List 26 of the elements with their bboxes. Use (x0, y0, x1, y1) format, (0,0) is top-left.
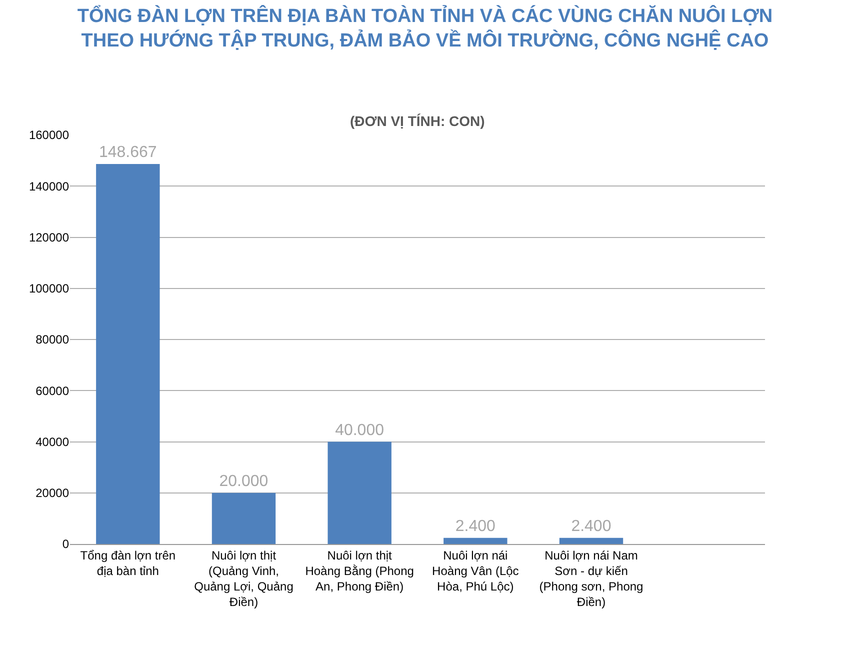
x-tick-label: Nuôi lợn nái Nam Sơn - dự kiến (Phong sơn, Phong Điền) (539, 548, 644, 610)
bar (559, 538, 624, 544)
chart-title: TỔNG ĐÀN LỢN TRÊN ĐỊA BÀN TOÀN TỈNH VÀ CÁC VÙNG CHĂN NUÔI LỢN THEO HƯỚNG TẬP TRUNG, ĐẢM BẢO VỀ MÔI TRƯỜNG, CÔNG NGHỆ CAO (77, 4, 773, 52)
x-tick-label: Nuôi lợn nái Hoàng Vân (Lộc Hòa, Phú Lộc) (432, 548, 519, 594)
y-tick-label: 20000 (36, 486, 70, 500)
y-tick-label: 40000 (36, 434, 70, 449)
bar (444, 538, 508, 544)
data-label: 40.000 (335, 422, 384, 439)
y-tick-label: 100000 (28, 282, 70, 296)
data-label: 20.000 (219, 472, 268, 490)
x-tick-label: Tổng đàn lợn trên địa bàn tỉnh (80, 548, 176, 578)
y-tick-label: 80000 (36, 332, 70, 347)
bar (212, 492, 276, 544)
data-label: 2.400 (455, 518, 496, 535)
y-tick-label: 0 (62, 537, 70, 552)
y-tick-label: 60000 (36, 384, 70, 398)
y-tick-label: 160000 (28, 128, 70, 142)
y-tick-label: 140000 (28, 179, 70, 194)
x-tick-label: Nuôi lợn thịt Hoàng Bằng (Phong An, Phong Điền) (305, 548, 414, 594)
chart-subtitle: (ĐƠN VỊ TÍNH: CON) (350, 113, 485, 129)
y-tick-label: 120000 (28, 230, 70, 244)
x-tick-label: Nuôi lợn thịt (Quảng Vinh, Quảng Lợi, Quảng Điền) (194, 548, 294, 610)
data-label: 148.667 (98, 144, 157, 161)
data-label: 2.400 (571, 518, 612, 535)
bar (96, 164, 160, 544)
bar (328, 442, 392, 544)
